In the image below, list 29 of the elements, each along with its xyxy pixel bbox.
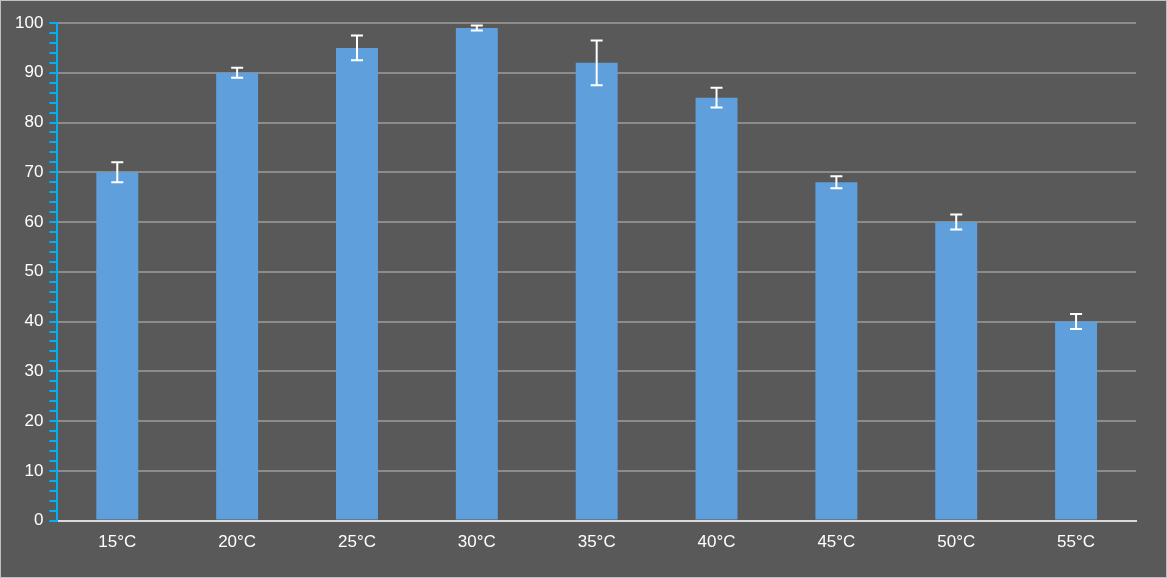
y-tick-label: 60 [24, 211, 44, 231]
x-tick-label: 55°C [1057, 532, 1096, 552]
bar [935, 222, 978, 520]
x-tick-label: 20°C [218, 532, 257, 552]
x-tick-label: 35°C [577, 532, 616, 552]
x-tick-label: 25°C [337, 532, 376, 552]
bar [815, 182, 858, 520]
x-tick-label: 15°C [98, 532, 137, 552]
y-tick-label: 40 [24, 311, 44, 331]
x-tick-label: 30°C [457, 532, 496, 552]
bar [455, 27, 498, 520]
bar [336, 47, 378, 520]
x-tick-label: 45°C [817, 532, 856, 552]
x-tick-label: 40°C [697, 532, 736, 552]
y-tick-label: 100 [14, 12, 44, 32]
y-tick-label: 80 [24, 112, 44, 132]
y-tick-label: 30 [24, 361, 44, 381]
x-tick-label: 50°C [937, 532, 976, 552]
bar [575, 62, 618, 520]
y-tick-label: 70 [24, 161, 44, 181]
bar [96, 172, 139, 520]
bar [216, 72, 259, 520]
y-tick-label: 10 [24, 460, 44, 480]
y-tick-label: 0 [33, 510, 44, 530]
y-tick-label: 20 [24, 410, 44, 430]
y-tick-label: 50 [24, 261, 44, 281]
y-tick-label: 90 [24, 62, 44, 82]
bar [1055, 321, 1098, 520]
bar [695, 97, 738, 520]
